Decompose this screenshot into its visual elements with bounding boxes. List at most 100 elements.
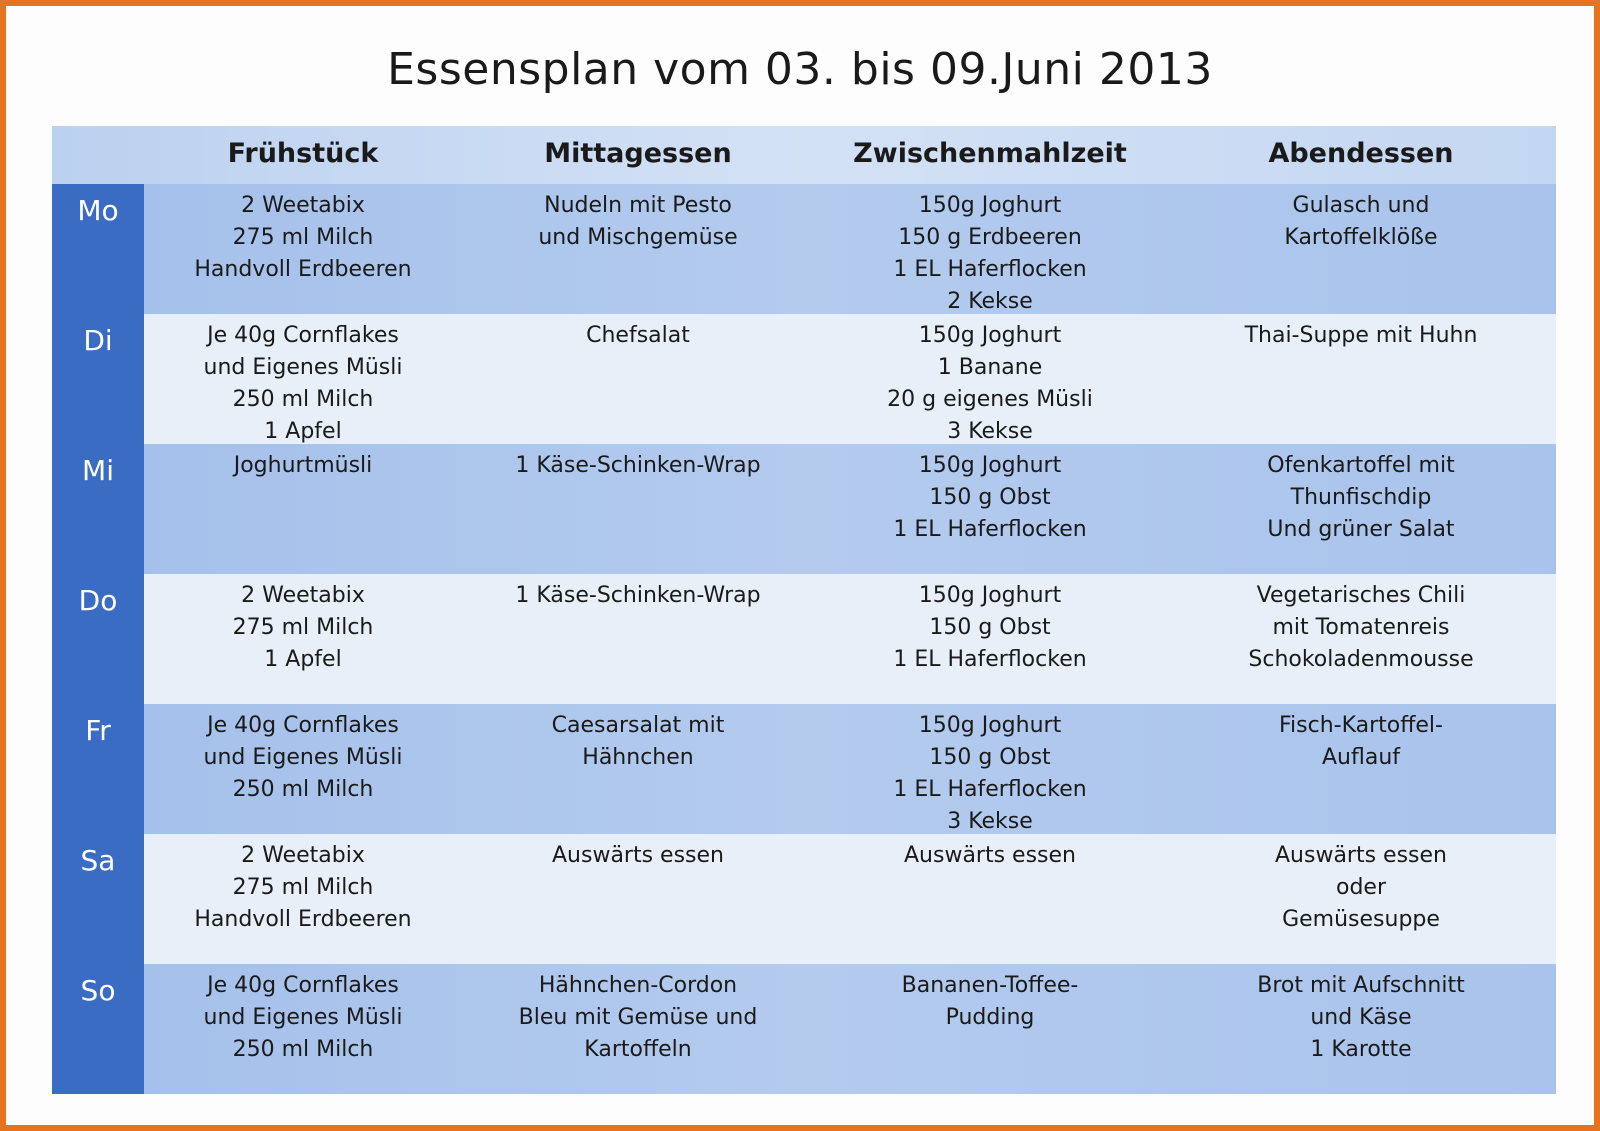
meal-cell: 150g Joghurt 1 Banane 20 g eigenes Müsli 3 …	[814, 314, 1166, 444]
meal-line: 1 EL Haferflocken	[893, 777, 1087, 802]
meal-cell: 1 Käse-Schinken-Wrap	[462, 444, 814, 574]
meal-cell: Auswärts essen	[462, 834, 814, 964]
meal-line: 250 ml Milch	[232, 387, 374, 412]
meal-line: Je 40g Cornflakes	[207, 973, 399, 998]
meal-line: Hähnchen	[582, 745, 694, 770]
meal-line: Schokoladenmousse	[1248, 647, 1474, 672]
meal-line: 150g Joghurt	[918, 193, 1062, 218]
meal-line: 150 g Obst	[929, 485, 1051, 510]
day-label: Do	[52, 574, 144, 704]
title: Essensplan vom 03. bis 09.Juni 2013	[387, 44, 1213, 95]
day-row: Mo 2 Weetabix 275 ml Milch Handvoll Erdbeer…	[52, 184, 1556, 314]
meal-cell: 150g Joghurt 150 g Obst 1 EL Haferflocken	[814, 444, 1166, 574]
meal-line: und Mischgemüse	[538, 225, 738, 250]
meal-line: Hähnchen-Cordon	[538, 973, 738, 998]
meal-line: 150 g Erdbeeren	[898, 225, 1082, 250]
meal-line: Ofenkartoffel mit	[1267, 453, 1455, 478]
column-header: Abendessen	[1268, 138, 1454, 169]
meal-line: 275 ml Milch	[232, 615, 374, 640]
meal-line: Brot mit Aufschnitt	[1257, 973, 1465, 998]
meal-line: Bleu mit Gemüse und	[518, 1005, 758, 1030]
meal-line: und Eigenes Müsli	[203, 1005, 403, 1030]
meal-line: Handvoll Erdbeeren	[194, 257, 412, 282]
meal-line: Und grüner Salat	[1267, 517, 1455, 542]
meal-line: Handvoll Erdbeeren	[194, 907, 412, 932]
meal-cell: 2 Weetabix 275 ml Milch Handvoll Erdbeeren	[144, 184, 462, 314]
day-label: Fr	[52, 704, 144, 834]
meal-cell: Ofenkartoffel mit Thunfischdip Und grüner …	[1166, 444, 1556, 574]
meal-line: 2 Weetabix	[241, 583, 365, 608]
meal-line: 3 Kekse	[947, 809, 1033, 834]
meal-line: Gemüsesuppe	[1282, 907, 1440, 932]
meal-cell: 150g Joghurt 150 g Erdbeeren 1 EL Haferflo…	[814, 184, 1166, 314]
meal-cell: 2 Weetabix 275 ml Milch Handvoll Erdbeeren	[144, 834, 462, 964]
meal-line: Thai-Suppe mit Huhn	[1244, 323, 1478, 348]
meal-line: 150g Joghurt	[918, 713, 1062, 738]
meal-line: 1 Käse-Schinken-Wrap	[515, 583, 761, 608]
meal-line: Auflauf	[1321, 745, 1401, 770]
meal-line: Vegetarisches Chili	[1256, 583, 1466, 608]
day-label: Mo	[52, 184, 144, 314]
meal-cell: 150g Joghurt 150 g Obst 1 EL Haferflocken 3…	[814, 704, 1166, 834]
meal-line: 150g Joghurt	[918, 453, 1062, 478]
column-header: Zwischenmahlzeit	[853, 138, 1127, 169]
day-row: So Je 40g Cornflakes und Eigenes Müsli 250 …	[52, 964, 1556, 1094]
meal-line: 250 ml Milch	[232, 777, 374, 802]
meal-cell: Auswärts essen	[814, 834, 1166, 964]
day-label: Di	[52, 314, 144, 444]
meal-line: Je 40g Cornflakes	[207, 713, 399, 738]
meal-line: Bananen-Toffee-	[901, 973, 1079, 998]
meal-cell: 2 Weetabix 275 ml Milch 1 Apfel	[144, 574, 462, 704]
meal-line: Fisch-Kartoffel-	[1278, 713, 1443, 738]
meal-line: 1 Apfel	[264, 647, 342, 672]
meal-cell: Je 40g Cornflakes und Eigenes Müsli 250 ml…	[144, 964, 462, 1094]
meal-line: Thunfischdip	[1290, 485, 1432, 510]
meal-line: Auswärts essen	[1275, 843, 1447, 868]
day-row: Fr Je 40g Cornflakes und Eigenes Müsli 250 …	[52, 704, 1556, 834]
meal-line: 275 ml Milch	[232, 875, 374, 900]
meal-cell: Nudeln mit Pesto und Mischgemüse	[462, 184, 814, 314]
meal-line: mit Tomatenreis	[1272, 615, 1450, 640]
meal-cell: Hähnchen-Cordon Bleu mit Gemüse und Kartof…	[462, 964, 814, 1094]
meal-line: und Käse	[1310, 1005, 1412, 1030]
meal-cell: Thai-Suppe mit Huhn	[1166, 314, 1556, 444]
meal-cell: Caesarsalat mit Hähnchen	[462, 704, 814, 834]
meal-line: 150g Joghurt	[918, 323, 1062, 348]
meal-cell: Joghurtmüsli	[144, 444, 462, 574]
day-label: Sa	[52, 834, 144, 964]
meal-line: Joghurtmüsli	[233, 453, 373, 478]
meal-line: und Eigenes Müsli	[203, 355, 403, 380]
column-header: Mittagessen	[544, 138, 732, 169]
meal-line: 20 g eigenes Müsli	[887, 387, 1093, 412]
meal-cell: Je 40g Cornflakes und Eigenes Müsli 250 ml…	[144, 704, 462, 834]
meal-line: oder	[1335, 875, 1386, 900]
meal-line: Auswärts essen	[904, 843, 1076, 868]
meal-line: 2 Kekse	[947, 289, 1033, 314]
meal-cell: Je 40g Cornflakes und Eigenes Müsli 250 ml…	[144, 314, 462, 444]
column-header: Frühstück	[227, 138, 379, 169]
meal-line: 1 Käse-Schinken-Wrap	[515, 453, 761, 478]
meal-cell: Fisch-Kartoffel- Auflauf	[1166, 704, 1556, 834]
meal-line: 3 Kekse	[947, 419, 1033, 444]
meal-line: 1 EL Haferflocken	[893, 517, 1087, 542]
meal-table: Frühstück Mittagessen Zwischenmahlzeit Aben…	[52, 126, 1556, 1094]
meal-cell: Bananen-Toffee- Pudding	[814, 964, 1166, 1094]
meal-line: Nudeln mit Pesto	[544, 193, 732, 218]
meal-cell: 1 Käse-Schinken-Wrap	[462, 574, 814, 704]
day-label: Mi	[52, 444, 144, 574]
day-row: Di Je 40g Cornflakes und Eigenes Müsli 250 …	[52, 314, 1556, 444]
meal-line: Auswärts essen	[552, 843, 724, 868]
meal-cell: Chefsalat	[462, 314, 814, 444]
meal-line: 1 EL Haferflocken	[893, 647, 1087, 672]
meal-cell: 150g Joghurt 150 g Obst 1 EL Haferflocken	[814, 574, 1166, 704]
meal-line: 2 Weetabix	[241, 843, 365, 868]
meal-cell: Brot mit Aufschnitt und Käse 1 Karotte	[1166, 964, 1556, 1094]
day-row: Sa 2 Weetabix 275 ml Milch Handvoll Erdbeer…	[52, 834, 1556, 964]
meal-line: 275 ml Milch	[232, 225, 374, 250]
header-corner	[52, 126, 144, 184]
meal-cell: Auswärts essen oder Gemüsesuppe	[1166, 834, 1556, 964]
day-row: Mi Joghurtmüsli 1 Käse-Schinken-Wrap 150g J…	[52, 444, 1556, 574]
meal-cell: Gulasch und Kartoffelklöße	[1166, 184, 1556, 314]
